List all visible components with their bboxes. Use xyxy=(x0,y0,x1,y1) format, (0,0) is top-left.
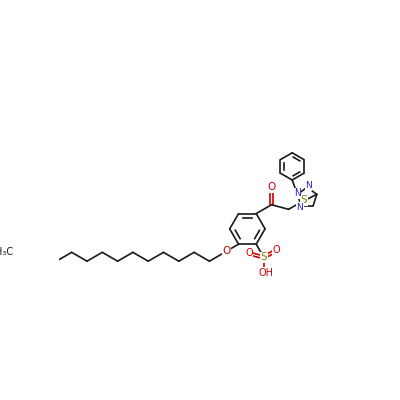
Text: H₃C: H₃C xyxy=(0,247,14,257)
Text: N: N xyxy=(296,203,303,212)
Text: N: N xyxy=(305,182,312,190)
Text: OH: OH xyxy=(258,268,274,278)
Text: S: S xyxy=(260,252,267,262)
Text: N: N xyxy=(294,189,300,198)
Text: O: O xyxy=(223,246,231,256)
Text: N: N xyxy=(294,188,301,197)
Text: O: O xyxy=(245,248,253,258)
Text: S: S xyxy=(300,196,307,206)
Text: O: O xyxy=(273,245,280,255)
Text: O: O xyxy=(267,182,276,192)
